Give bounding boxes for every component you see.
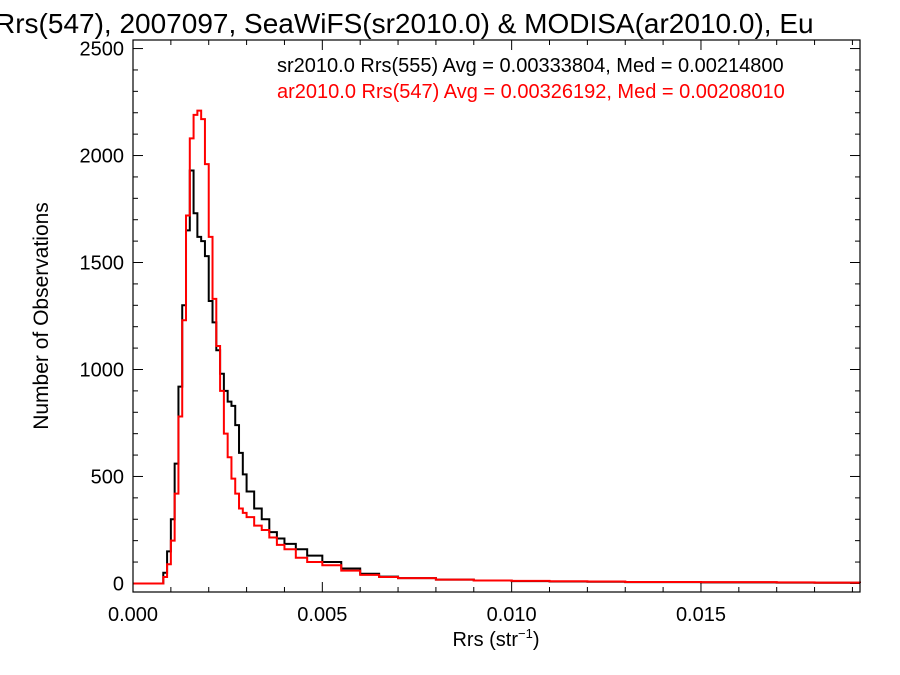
axis-ticks bbox=[132, 40, 860, 592]
x-tick-label: 0.000 bbox=[108, 604, 158, 626]
x-axis-label: Rrs (str−1) bbox=[452, 626, 539, 651]
series-line-ar2010 bbox=[133, 109, 861, 585]
x-tick-labels: 0.000 0.005 0.010 0.015 bbox=[108, 604, 726, 626]
legend-entry-ar2010: ar2010.0 Rrs(547) Avg = 0.00326192, Med … bbox=[277, 81, 785, 103]
x-tick-label: 0.005 bbox=[297, 604, 347, 626]
plot-frame bbox=[132, 39, 861, 593]
y-axis-label: Number of Observations bbox=[30, 202, 53, 430]
y-tick-label: 1500 bbox=[80, 253, 125, 275]
y-tick-label: 0 bbox=[113, 573, 124, 595]
chart-title: Rrs(547), 2007097, SeaWiFS(sr2010.0) & M… bbox=[0, 8, 814, 39]
y-tick-label: 500 bbox=[91, 466, 124, 488]
legend: sr2010.0 Rrs(555) Avg = 0.00333804, Med … bbox=[277, 55, 785, 103]
y-tick-label: 2500 bbox=[80, 39, 125, 61]
x-axis-label-exponent: −1 bbox=[518, 626, 533, 641]
y-tick-label: 2000 bbox=[80, 146, 125, 168]
legend-entry-sr2010: sr2010.0 Rrs(555) Avg = 0.00333804, Med … bbox=[277, 55, 784, 77]
y-tick-labels: 0 500 1000 1500 2000 2500 bbox=[80, 39, 125, 596]
x-tick-label: 0.015 bbox=[676, 604, 726, 626]
x-tick-label: 0.010 bbox=[487, 604, 537, 626]
series-group bbox=[133, 109, 861, 585]
y-tick-label: 1000 bbox=[80, 359, 125, 381]
